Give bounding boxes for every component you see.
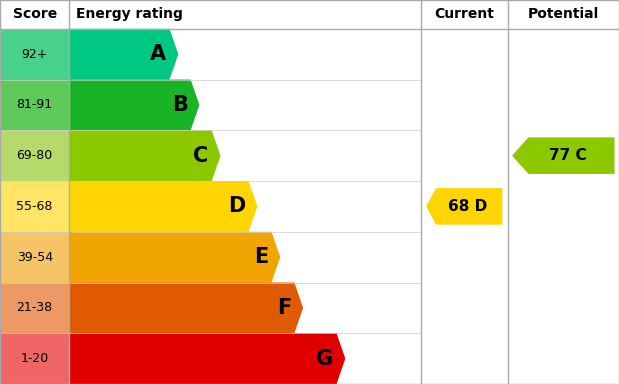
Text: 21-38: 21-38	[17, 301, 53, 314]
Text: 92+: 92+	[22, 48, 48, 61]
Text: 39-54: 39-54	[17, 251, 53, 264]
Text: 68 D: 68 D	[448, 199, 487, 214]
Text: A: A	[150, 44, 167, 64]
Text: 77 C: 77 C	[550, 148, 587, 163]
Polygon shape	[69, 181, 258, 232]
Text: G: G	[316, 349, 334, 369]
Polygon shape	[69, 130, 220, 181]
Text: F: F	[277, 298, 292, 318]
Text: 55-68: 55-68	[17, 200, 53, 213]
Polygon shape	[69, 333, 345, 384]
Text: Energy rating: Energy rating	[76, 7, 183, 22]
Text: 81-91: 81-91	[17, 98, 53, 111]
Text: C: C	[193, 146, 209, 166]
Bar	[0, 0, 619, 29]
Bar	[0, 29, 69, 79]
Polygon shape	[69, 283, 303, 333]
Polygon shape	[69, 79, 199, 130]
Polygon shape	[69, 232, 280, 283]
Text: Score: Score	[12, 7, 57, 22]
Polygon shape	[426, 188, 503, 225]
Text: E: E	[254, 247, 269, 267]
Bar	[0, 130, 69, 181]
Bar	[0, 181, 69, 232]
Bar	[0, 79, 69, 130]
Text: Potential: Potential	[527, 7, 599, 22]
Text: 1-20: 1-20	[20, 352, 49, 365]
Text: 69-80: 69-80	[17, 149, 53, 162]
Polygon shape	[512, 137, 615, 174]
Bar	[0, 232, 69, 283]
Text: D: D	[228, 196, 246, 217]
Text: B: B	[171, 95, 188, 115]
Bar	[0, 333, 69, 384]
Text: Current: Current	[435, 7, 494, 22]
Bar	[0, 283, 69, 333]
Polygon shape	[69, 29, 178, 79]
